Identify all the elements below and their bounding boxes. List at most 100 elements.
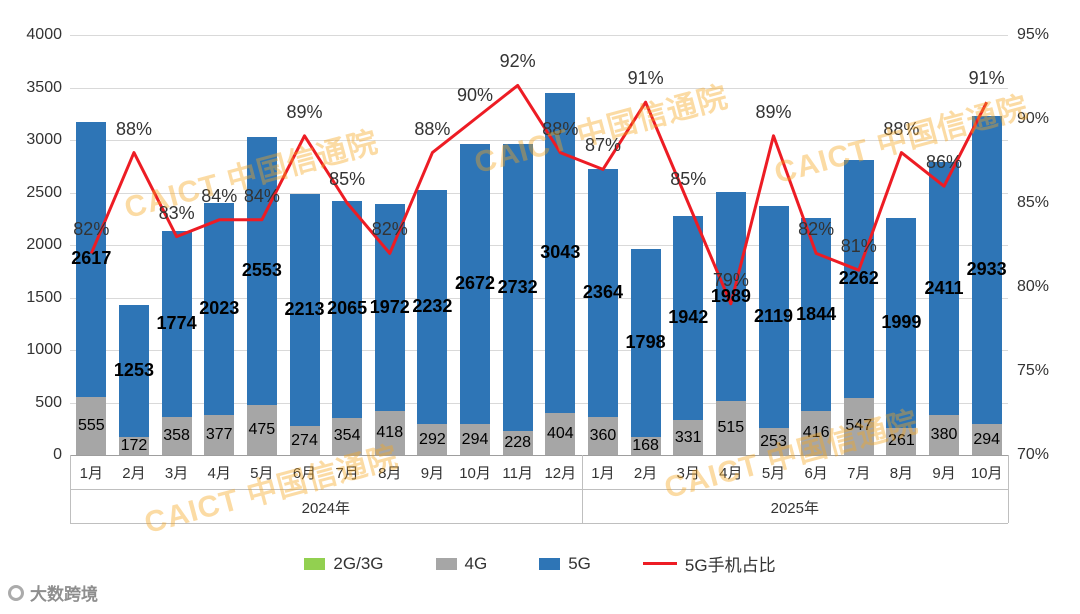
x-axis-month-label: 9月 xyxy=(932,465,956,482)
label-4g-value: 547 xyxy=(845,417,873,435)
label-5g-value: 2553 xyxy=(241,260,282,281)
label-5g-value: 2023 xyxy=(199,298,240,319)
gridline xyxy=(70,140,1008,141)
axis-group-separator xyxy=(581,455,583,523)
label-5g-value: 2732 xyxy=(497,276,538,297)
x-axis-month-label: 10月 xyxy=(459,465,491,482)
y2-axis-label: 95% xyxy=(1017,26,1050,43)
axis-divider xyxy=(70,489,1008,490)
x-axis-year-label: 2024年 xyxy=(301,500,350,517)
y2-axis-label: 75% xyxy=(1017,362,1050,379)
bar-4g xyxy=(246,405,277,455)
x-axis-month-label: 7月 xyxy=(335,465,359,482)
y-axis-label: 2000 xyxy=(26,236,62,253)
bar-4g xyxy=(374,411,405,455)
x-axis-month-label: 7月 xyxy=(847,465,871,482)
bar-4g xyxy=(76,396,107,455)
bar-4g xyxy=(886,427,917,455)
label-4g-value: 515 xyxy=(717,418,745,436)
y-axis-label: 1500 xyxy=(26,288,62,306)
gridline xyxy=(70,87,1008,89)
x-axis-month-label: 8月 xyxy=(889,465,914,482)
label-line-pct: 89% xyxy=(755,101,792,122)
legend-item-4g: 4G xyxy=(435,554,487,574)
x-axis-month-label: 10月 xyxy=(970,465,1003,482)
label-4g-value: 294 xyxy=(461,430,489,448)
x-axis-month-label: 2月 xyxy=(633,465,658,482)
x-axis-month-label: 11月 xyxy=(502,465,533,482)
gridline xyxy=(70,455,1008,456)
label-5g-value: 1774 xyxy=(156,313,197,334)
y-axis-label: 4000 xyxy=(26,26,62,43)
legend-item-5g: 5G xyxy=(539,554,591,574)
label-line-pct: 90% xyxy=(457,85,494,105)
y-axis-label: 0 xyxy=(53,446,62,463)
x-axis-month-label: 6月 xyxy=(292,465,317,482)
bar-4g xyxy=(587,417,618,455)
chart-legend: 2G/3G 4G 5G 5G手机占比 xyxy=(0,551,1080,576)
x-axis-month-label: 1月 xyxy=(591,465,615,482)
bar-4g xyxy=(630,437,661,455)
label-5g-value: 2933 xyxy=(966,259,1007,280)
bar-4g xyxy=(118,436,149,455)
label-4g-value: 377 xyxy=(205,426,233,444)
legend-label: 5G xyxy=(568,553,591,573)
label-4g-value: 475 xyxy=(248,421,276,439)
label-line-pct: 82% xyxy=(371,219,408,240)
bar-4g xyxy=(161,417,192,455)
label-line-pct: 84% xyxy=(243,185,280,206)
legend-label: 5G手机占比 xyxy=(684,556,776,575)
label-4g-value: 294 xyxy=(973,430,1001,448)
label-4g-value: 380 xyxy=(930,426,958,444)
bar-4g xyxy=(460,424,491,455)
x-axis-month-label: 3月 xyxy=(676,465,700,482)
x-axis-month-label: 9月 xyxy=(420,465,445,482)
bar-4g xyxy=(289,426,320,455)
label-4g-value: 168 xyxy=(632,437,659,455)
label-line-pct: 79% xyxy=(712,269,749,290)
bar-4g xyxy=(758,428,789,455)
legend-line-swatch xyxy=(642,562,677,565)
y-axis-label: 2500 xyxy=(26,183,62,201)
x-axis-month-label: 5月 xyxy=(250,465,274,482)
x-axis-month-label: 4月 xyxy=(719,465,743,482)
x-axis-month-label: 4月 xyxy=(207,465,231,482)
label-4g-value: 404 xyxy=(546,424,574,442)
y-axis-label: 3000 xyxy=(26,131,62,148)
label-4g-value: 261 xyxy=(888,432,915,450)
label-line-pct: 85% xyxy=(670,169,707,189)
label-line-pct: 91% xyxy=(968,68,1005,89)
label-line-pct: 88% xyxy=(115,118,152,139)
label-4g-value: 292 xyxy=(419,430,446,448)
axis-group-separator xyxy=(1008,455,1009,523)
label-line-pct: 88% xyxy=(414,118,451,139)
legend-square-swatch xyxy=(539,557,561,570)
label-4g-value: 253 xyxy=(760,432,787,450)
bar-4g xyxy=(545,412,576,455)
x-axis-month-label: 6月 xyxy=(804,465,828,482)
y-axis-label: 3500 xyxy=(26,78,62,96)
label-5g-value: 1999 xyxy=(881,311,922,332)
footer-brand: 大数跨境 xyxy=(8,580,98,605)
label-line-pct: 82% xyxy=(73,219,110,240)
label-4g-value: 555 xyxy=(77,416,105,434)
y-axis-label: 500 xyxy=(35,393,62,411)
bar-4g xyxy=(673,420,704,455)
axis-divider xyxy=(70,523,1008,524)
label-line-pct: 92% xyxy=(499,51,536,72)
label-4g-value: 354 xyxy=(333,427,361,445)
x-axis-month-label: 3月 xyxy=(164,465,189,482)
label-5g-value: 2262 xyxy=(838,267,879,288)
bar-4g xyxy=(204,415,235,455)
label-4g-value: 331 xyxy=(674,428,702,446)
label-line-pct: 88% xyxy=(883,118,920,139)
label-line-pct: 85% xyxy=(329,169,366,189)
label-4g-value: 172 xyxy=(120,436,148,454)
label-5g-value: 1253 xyxy=(113,360,154,381)
brand-logo-text: 大数跨境 xyxy=(30,585,98,604)
label-5g-value: 2364 xyxy=(582,282,623,303)
label-5g-value: 3043 xyxy=(540,241,581,262)
y2-axis-label: 70% xyxy=(1017,446,1050,463)
